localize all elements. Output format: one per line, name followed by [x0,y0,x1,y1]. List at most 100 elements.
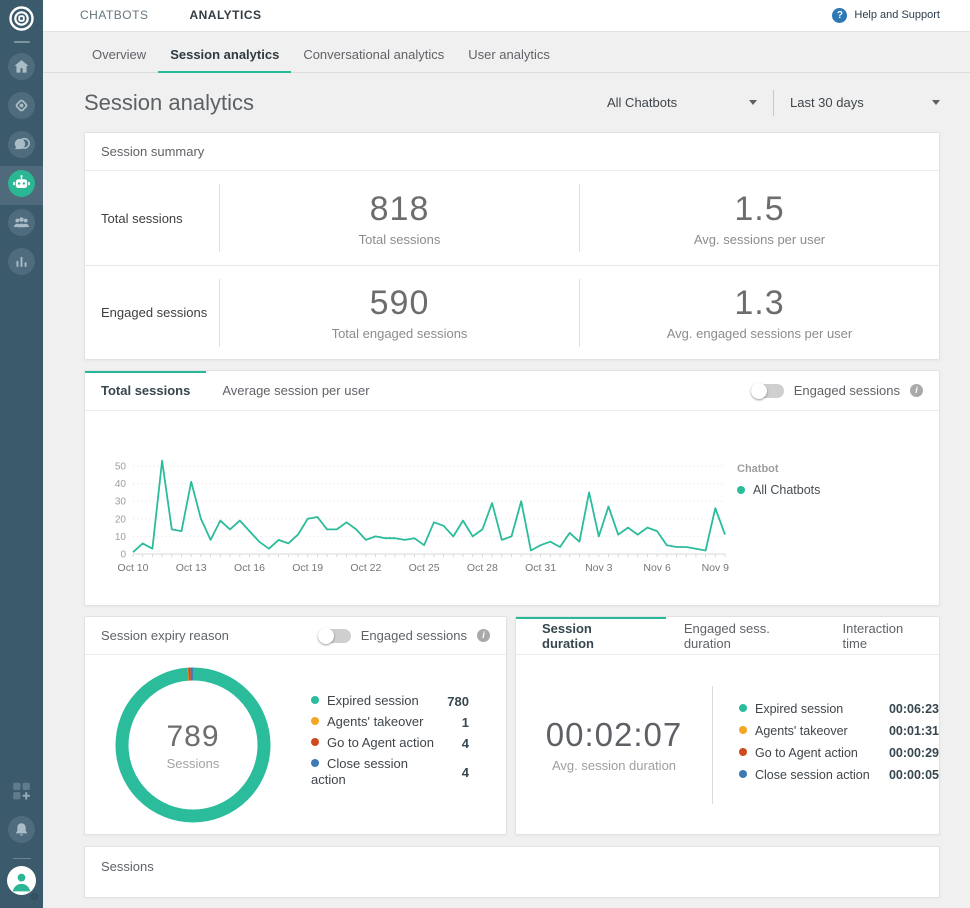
info-icon[interactable]: i [910,384,923,397]
session-summary-title: Session summary [85,133,939,171]
svg-text:40: 40 [115,479,127,490]
tab-average-session-per-user[interactable]: Average session per user [206,371,385,410]
info-icon[interactable]: i [477,629,490,642]
summary-row-label: Total sessions [85,211,219,226]
toggle-knob [751,383,767,399]
tab-engaged-sess-duration[interactable]: Engaged sess. duration [666,617,829,654]
tab-overview[interactable]: Overview [80,47,158,72]
brand-logo[interactable] [0,5,43,37]
legend-label: Expired session [739,701,843,717]
engaged-sessions-toggle[interactable] [318,629,351,643]
toggle-label: Engaged sessions [361,628,467,643]
chatbot-filter-dropdown[interactable]: All Chatbots [607,95,757,110]
svg-text:Oct 10: Oct 10 [118,562,149,574]
svg-text:10: 10 [115,532,127,543]
sidebar-item-account[interactable]: ⚙ [7,866,36,900]
legend-item-go-to-agent: Go to Agent action 00:00:29 [739,745,939,761]
legend-dot [311,759,319,767]
expiry-toggle-group: Engaged sessions i [318,628,490,643]
trend-tabs: Total sessions Average session per user [85,371,386,410]
gear-icon: ⚙ [30,892,39,903]
sidebar-item-builder[interactable] [0,88,43,127]
legend-label: Close session action [311,756,423,788]
session-summary-card: Session summary Total sessions 818 Total… [84,132,940,360]
legend-item-close-session: Close session action 4 [311,756,469,788]
sidebar-item-notifications[interactable] [0,812,43,851]
legend-dot [739,748,747,756]
legend-title: Chatbot [737,463,820,475]
engaged-sessions-toggle[interactable] [751,384,784,398]
divider [14,41,30,43]
session-duration-card: Session duration Engaged sess. duration … [515,616,940,835]
legend-value: 780 [441,694,469,709]
svg-text:0: 0 [120,550,126,561]
divider [773,90,774,116]
tab-total-sessions[interactable]: Total sessions [85,371,206,410]
sidebar-item-audience[interactable] [0,205,43,244]
legend-item-expired: Expired session 780 [311,693,469,709]
trend-chart-area: 01020304050Oct 10Oct 13Oct 16Oct 19Oct 2… [85,411,939,605]
svg-text:Nov 9: Nov 9 [702,562,730,574]
sidebar-item-conversations[interactable] [0,127,43,166]
svg-text:Oct 16: Oct 16 [234,562,265,574]
sidebar-item-analytics[interactable] [0,244,43,283]
sidebar-item-home[interactable] [0,49,43,88]
legend-value: 00:00:29 [883,746,939,760]
nav-analytics[interactable]: ANALYTICS [189,8,261,22]
summary-row-label: Engaged sessions [85,305,219,320]
tab-session-duration[interactable]: Session duration [516,617,666,654]
metric-total-engaged-sessions: 590 Total engaged sessions [220,284,579,341]
avg-duration-metric: 00:02:07 Avg. session duration [516,716,712,773]
filters: All Chatbots Last 30 days [607,90,940,116]
help-and-support[interactable]: ? Help and Support [832,8,940,23]
legend-value: 00:00:05 [883,768,939,782]
legend-dot [311,738,319,746]
legend-dot [737,486,745,494]
legend-dot [311,717,319,725]
avg-duration-caption: Avg. session duration [516,758,712,773]
help-icon: ? [832,8,847,23]
line-chart[interactable]: 01020304050Oct 10Oct 13Oct 16Oct 19Oct 2… [97,423,747,575]
trend-card-header: Total sessions Average session per user … [85,371,939,411]
svg-text:Oct 19: Oct 19 [292,562,323,574]
metric-avg-sessions-per-user: 1.5 Avg. sessions per user [580,190,939,247]
trend-legend: Chatbot All Chatbots [737,463,820,497]
metric-caption: Total engaged sessions [220,326,579,341]
legend-label: Expired session [311,693,419,709]
tab-conversational-analytics[interactable]: Conversational analytics [291,47,456,72]
analytics-tabs: Overview Session analytics Conversationa… [43,32,970,73]
legend-item-takeover: Agents' takeover 1 [311,714,469,730]
svg-text:Oct 25: Oct 25 [409,562,440,574]
legend-value: 4 [456,736,469,751]
legend-item-go-to-agent: Go to Agent action 4 [311,735,469,751]
avg-duration-value: 00:02:07 [516,716,712,754]
page-title: Session analytics [84,90,254,116]
metric-total-sessions: 818 Total sessions [220,190,579,247]
chatbot-filter-value: All Chatbots [607,95,677,110]
sessions-card-title: Sessions [85,847,939,885]
help-label: Help and Support [854,9,940,21]
toggle-knob [318,628,334,644]
tab-interaction-time[interactable]: Interaction time [829,617,939,654]
donut-chart[interactable] [109,661,277,829]
sidebar-item-apps[interactable] [0,773,43,812]
svg-text:20: 20 [115,515,127,526]
legend-label: Go to Agent action [739,745,858,761]
nav-chatbots[interactable]: CHATBOTS [80,8,148,22]
divider [712,686,713,804]
legend-dot [739,770,747,778]
svg-text:Nov 3: Nov 3 [585,562,613,574]
tab-session-analytics[interactable]: Session analytics [158,47,291,73]
bottom-cards-row: Session expiry reason Engaged sessions i… [84,616,940,835]
tab-user-analytics[interactable]: User analytics [456,47,562,72]
sidebar-item-bot-analytics[interactable] [0,166,43,205]
sessions-table-card: Sessions [84,846,940,898]
svg-text:Oct 28: Oct 28 [467,562,498,574]
legend-value: 4 [456,765,469,780]
legend-value: 00:01:31 [883,724,939,738]
caret-down-icon [749,100,757,105]
svg-text:Oct 22: Oct 22 [350,562,381,574]
session-expiry-card: Session expiry reason Engaged sessions i… [84,616,507,835]
date-filter-dropdown[interactable]: Last 30 days [790,95,940,110]
page-header: Session analytics All Chatbots Last 30 d… [43,73,970,132]
